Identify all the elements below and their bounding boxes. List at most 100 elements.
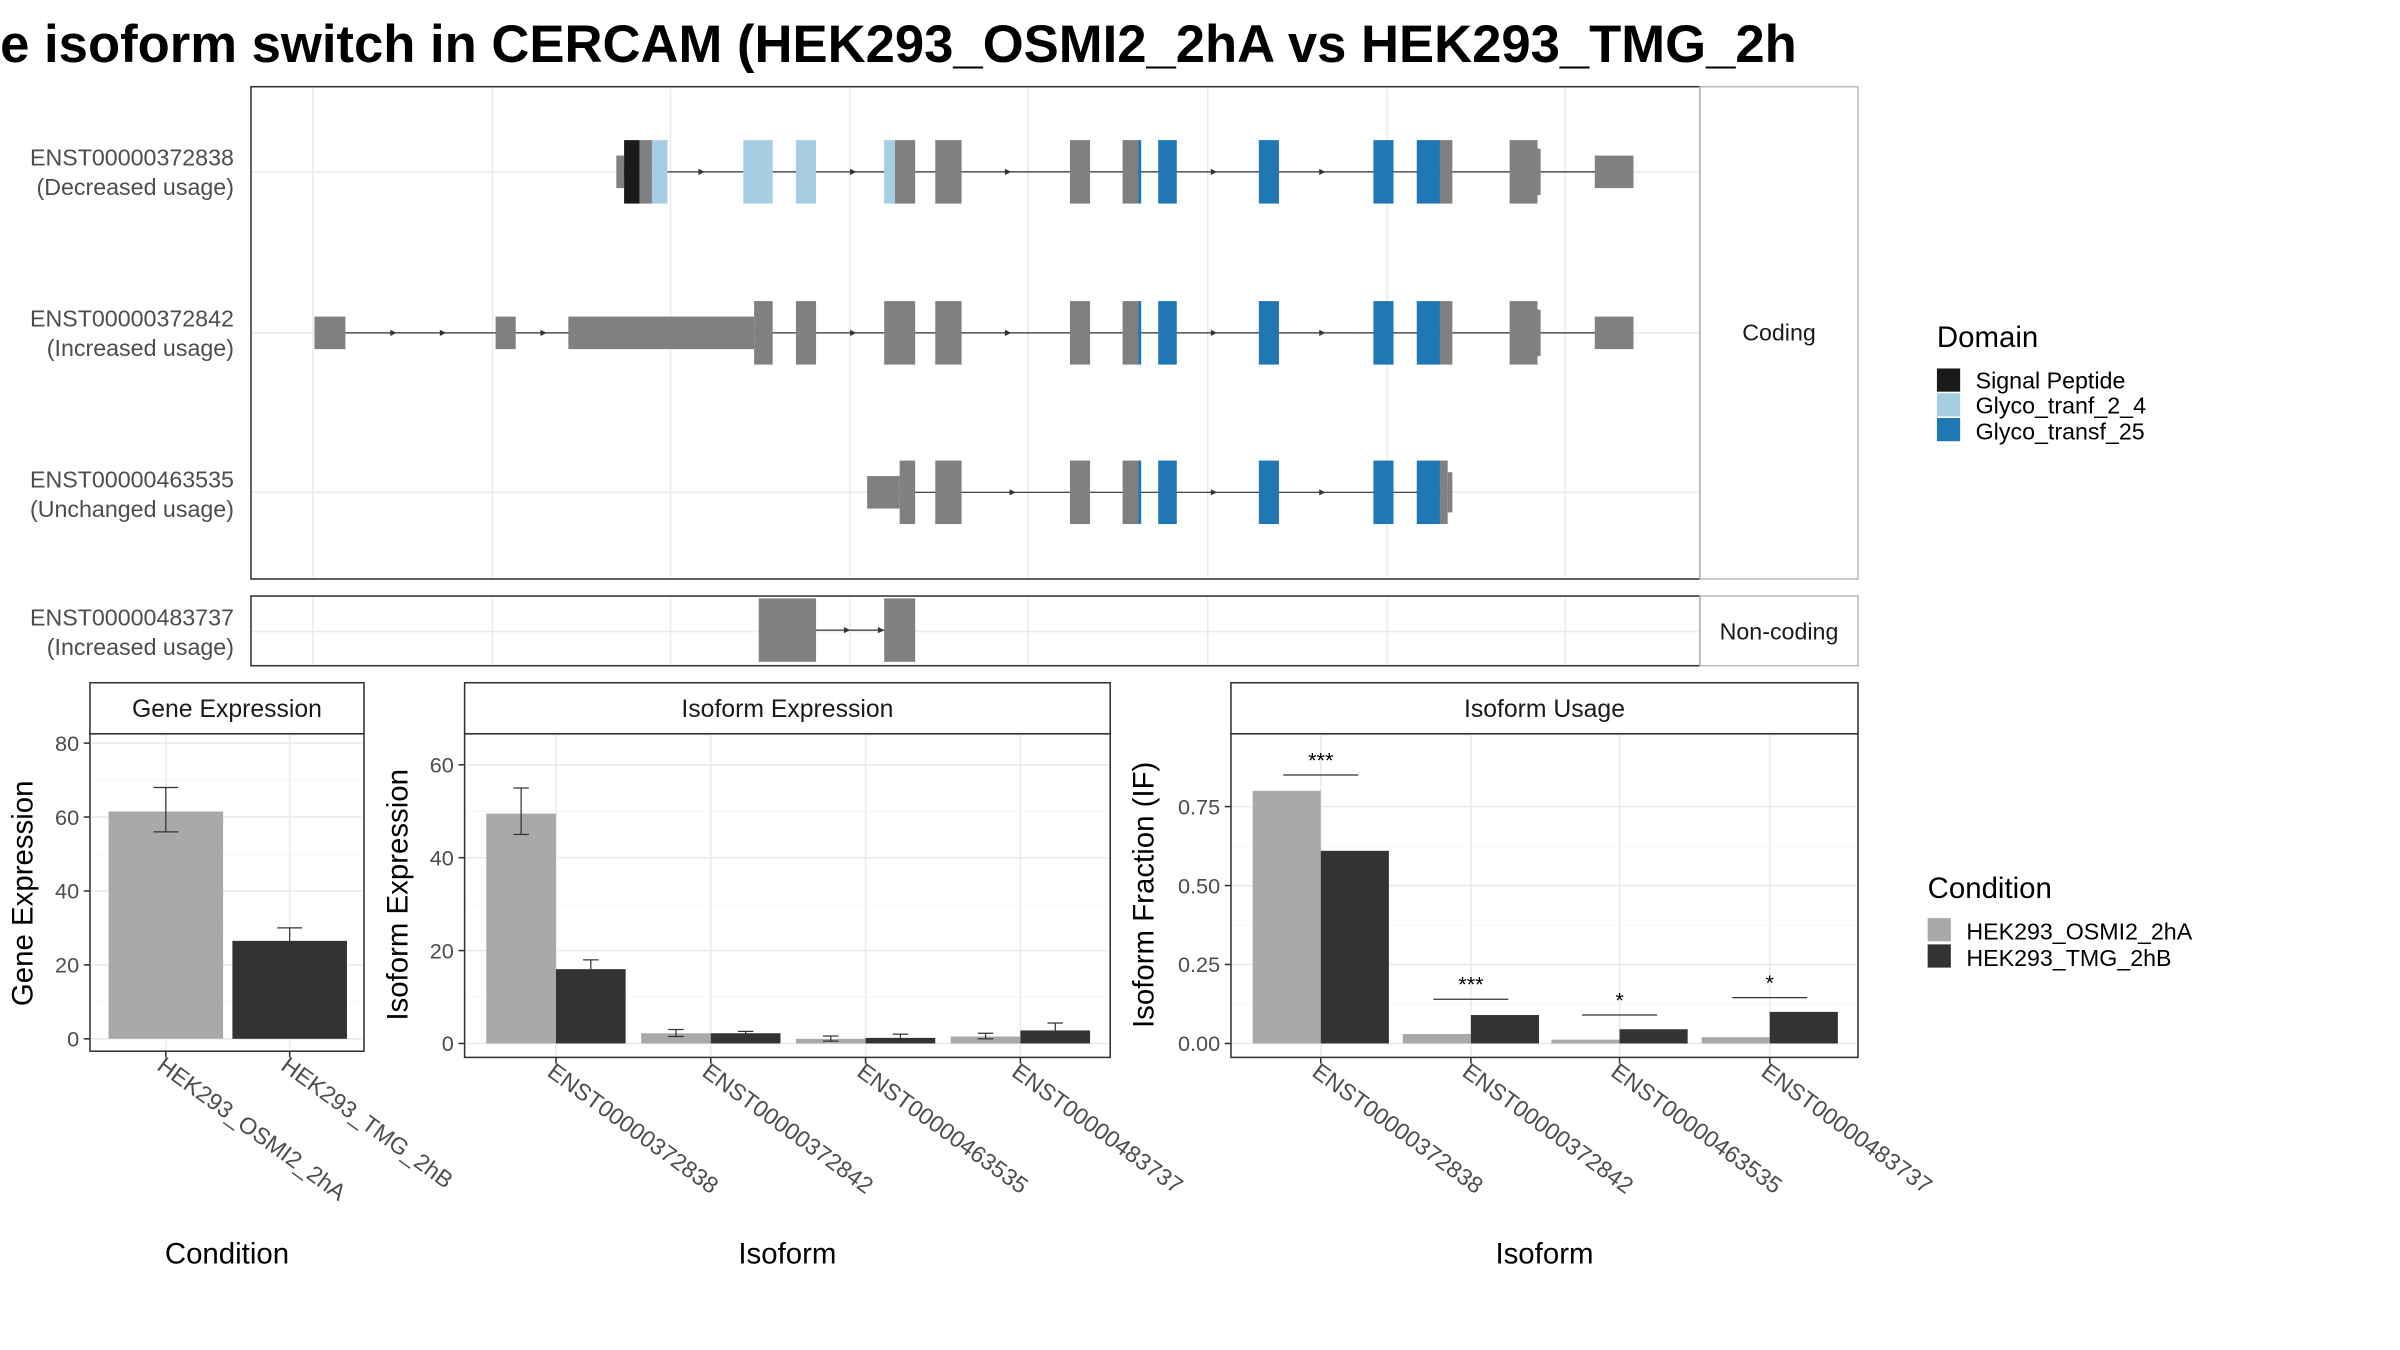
isoform-usage-3: (Unchanged usage) bbox=[30, 496, 234, 522]
bar bbox=[1402, 1033, 1471, 1044]
bar bbox=[232, 940, 347, 1039]
exon-block bbox=[899, 460, 916, 525]
exon-block bbox=[1138, 140, 1142, 204]
significance-label: *** bbox=[1458, 972, 1484, 997]
gene-expression-xlabel: Condition bbox=[165, 1237, 289, 1270]
exon-block bbox=[884, 140, 896, 204]
legend-label-cond-b: HEK293_TMG_2hB bbox=[1966, 945, 2171, 971]
direction-arrow bbox=[843, 627, 851, 634]
exon-block bbox=[1416, 460, 1440, 525]
direction-arrow bbox=[850, 168, 857, 175]
significance-label: *** bbox=[1308, 747, 1334, 772]
exon-block bbox=[884, 598, 916, 662]
exon-block bbox=[314, 316, 346, 350]
isoform-usage-ylabel: Isoform Fraction (IF) bbox=[1128, 762, 1161, 1028]
exon-block bbox=[1258, 140, 1279, 204]
exon-block bbox=[568, 316, 755, 350]
legend-label-glyco-tranf-2-4: Glyco_tranf_2_4 bbox=[1976, 392, 2146, 418]
direction-arrow bbox=[1004, 329, 1012, 336]
direction-arrow bbox=[1210, 329, 1218, 336]
exon-block bbox=[1373, 301, 1394, 365]
gene-expression-strip bbox=[89, 681, 365, 735]
isoform-expression-xlabel: Isoform bbox=[738, 1237, 836, 1270]
isoform-label-1: ENST00000372838 bbox=[30, 145, 234, 171]
y-tick-label: 60 bbox=[55, 805, 79, 830]
exon-block bbox=[1416, 301, 1440, 365]
direction-arrow bbox=[540, 329, 547, 336]
legend-key-glyco-transf-25 bbox=[1936, 418, 1961, 442]
isoform-expression-strip-title: Isoform Expression bbox=[681, 696, 893, 723]
y-tick-label: 80 bbox=[55, 731, 79, 756]
exon-block bbox=[1069, 301, 1091, 365]
direction-arrow bbox=[390, 329, 397, 336]
bar bbox=[486, 813, 556, 1044]
noncoding-tracks bbox=[758, 598, 916, 662]
y-tick-label: 20 bbox=[430, 938, 454, 963]
bar bbox=[1252, 790, 1321, 1044]
exon-block bbox=[1158, 460, 1177, 525]
coding-strip bbox=[1699, 85, 1859, 580]
legend-key-cond-a bbox=[1927, 918, 1951, 942]
coding-strip-label: Coding bbox=[1742, 320, 1816, 346]
y-tick-label: 40 bbox=[55, 879, 79, 904]
condition-legend-title: Condition bbox=[1928, 872, 2052, 905]
exon-block bbox=[1373, 460, 1394, 525]
bar bbox=[641, 1033, 711, 1044]
legend-key-cond-b bbox=[1927, 944, 1951, 968]
isoform-usage-2: (Increased usage) bbox=[47, 335, 234, 361]
direction-arrow bbox=[1210, 168, 1218, 175]
exon-block bbox=[1258, 460, 1279, 525]
exon-block bbox=[1138, 301, 1142, 365]
exon-block bbox=[1069, 140, 1091, 204]
isoform-usage-4: (Increased usage) bbox=[47, 634, 234, 660]
bar bbox=[710, 1033, 781, 1044]
exon-block bbox=[1439, 140, 1453, 204]
exon-block bbox=[935, 301, 962, 365]
exon-block bbox=[1594, 155, 1634, 189]
x-tick-label: ENST00000463535 bbox=[853, 1058, 1033, 1199]
isoform-label-4: ENST00000483737 bbox=[30, 604, 234, 630]
exon-block bbox=[651, 140, 668, 204]
gene-expression-ylabel: Gene Expression bbox=[7, 781, 40, 1007]
exon-block bbox=[895, 140, 916, 204]
y-tick-label: 0 bbox=[442, 1031, 454, 1056]
gene-expression-strip-title: Gene Expression bbox=[132, 696, 322, 723]
direction-arrow bbox=[1210, 489, 1218, 496]
bar bbox=[108, 811, 224, 1039]
significance-label: * bbox=[1615, 987, 1624, 1012]
exon-block bbox=[1138, 460, 1142, 525]
direction-arrow bbox=[1319, 489, 1326, 496]
condition-legend: Condition HEK293_OSMI2_2hA HEK293_TMG_2h… bbox=[1927, 872, 2193, 971]
exon-block bbox=[639, 140, 652, 204]
exon-block bbox=[1447, 472, 1453, 513]
domain-legend: Domain Signal Peptide Glyco_tranf_2_4 Gl… bbox=[1936, 321, 2146, 445]
direction-arrow bbox=[439, 329, 447, 336]
direction-arrow bbox=[1004, 168, 1012, 175]
exon-block bbox=[884, 301, 916, 365]
isoform-usage-1: (Decreased usage) bbox=[36, 174, 233, 200]
exon-block bbox=[754, 301, 773, 365]
exon-block bbox=[1439, 301, 1453, 365]
y-tick-label: 20 bbox=[55, 953, 79, 978]
exon-block bbox=[1416, 140, 1440, 204]
exon-block bbox=[1537, 148, 1541, 196]
y-tick-label: 0.00 bbox=[1178, 1031, 1220, 1056]
transcript-structure-panel: Coding Non-coding ENST00000372838 (Decre… bbox=[30, 85, 1859, 667]
exon-block bbox=[795, 301, 817, 365]
exon-block bbox=[1594, 316, 1634, 350]
exon-block bbox=[1069, 460, 1091, 525]
domain-legend-title: Domain bbox=[1937, 321, 2038, 354]
figure-title: e isoform switch in CERCAM (HEK293_OSMI2… bbox=[0, 15, 1797, 74]
direction-arrow bbox=[877, 627, 885, 634]
exon-block bbox=[1537, 309, 1541, 357]
isoform-expression-chart: Isoform Expression 0 20 40 60 ENST0000037283… bbox=[381, 681, 1188, 1270]
exon-block bbox=[616, 155, 625, 189]
exon-block bbox=[1509, 140, 1538, 204]
legend-label-cond-a: HEK293_OSMI2_2hA bbox=[1966, 919, 2192, 945]
y-tick-label: 0.75 bbox=[1178, 794, 1220, 819]
isoform-usage-strip bbox=[1230, 681, 1859, 735]
isoform-expression-ylabel: Isoform Expression bbox=[381, 769, 414, 1021]
isoform-usage-xlabel: Isoform bbox=[1495, 1237, 1593, 1270]
bar bbox=[1769, 1011, 1838, 1044]
